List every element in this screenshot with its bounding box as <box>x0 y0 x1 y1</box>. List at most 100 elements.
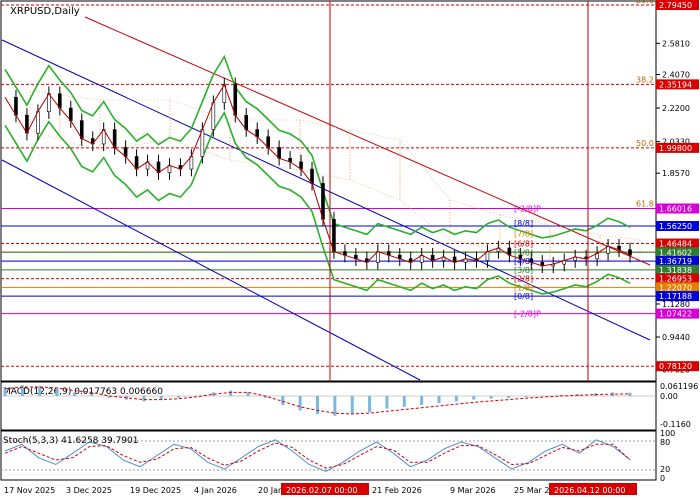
price-axis: 2.58102.40702.22002.03301.85701.67001.30… <box>656 0 699 375</box>
fib-label: 38.2 <box>636 75 654 84</box>
macd-axis-label: 0.061196 <box>660 382 698 391</box>
time-label: 21 Feb 2026 <box>372 486 422 495</box>
price-tag-label: 2.35194 <box>659 80 692 89</box>
murrey-label: [5/8] <box>514 248 533 257</box>
murrey-label: [8/8] <box>514 219 533 228</box>
price-tag-label: 1.36719 <box>659 257 692 266</box>
cloud-segment <box>549 224 601 261</box>
price-series <box>4 54 632 295</box>
price-tag <box>656 0 699 10</box>
price-tick-label: 1.8570 <box>662 169 690 178</box>
murrey-label: [6/8] <box>514 240 533 249</box>
price-tag-label: 1.07422 <box>659 310 692 319</box>
candle-body <box>321 183 325 220</box>
symbol-title: XRPUSD,Daily <box>10 6 80 17</box>
price-tag-label: 1.46484 <box>659 240 692 249</box>
stoch-axis-label: 20 <box>660 465 670 474</box>
price-tag-label: 1.31838 <box>659 266 692 275</box>
cloud-segment <box>229 119 301 171</box>
price-tag-label: 1.26953 <box>659 275 692 284</box>
candle-body <box>233 84 238 116</box>
candle-body <box>211 102 216 130</box>
stoch-axis-label: 100 <box>660 429 675 438</box>
fib-labels: 23.6 38.2 50.0 61.8 <box>636 0 654 209</box>
price-tag <box>656 142 699 153</box>
price-tick-label: 2.2200 <box>662 104 690 113</box>
macd-signal-line <box>4 386 631 415</box>
upper-channel-line <box>1 39 651 341</box>
murrey-label: [4/8] <box>514 257 533 266</box>
bollinger-upper <box>4 54 631 239</box>
murrey-label: [3/8] <box>514 266 533 275</box>
price-tag-label: 0.78120 <box>659 362 692 371</box>
price-panel: XRPUSD,Daily 23.6 38.2 50.0 61.8 [-2/8]P [8/… <box>0 0 657 480</box>
stoch-main-line <box>4 439 631 472</box>
time-label: 25 Mar 2026 <box>514 486 565 495</box>
price-tag-label: 1.17188 <box>659 292 692 301</box>
fib-label: 61.8 <box>636 200 654 209</box>
candle-body <box>58 93 62 109</box>
stoch-panel: Stoch(5,3,3) 41.6258 39.7901 <box>0 430 657 481</box>
candle-body <box>332 218 336 252</box>
stoch-frame <box>0 430 657 481</box>
cloud-segment <box>29 89 61 141</box>
price-levels <box>1 4 656 367</box>
price-tag <box>656 264 699 275</box>
price-tick-label: 0.9440 <box>662 333 690 342</box>
price-tag <box>656 221 699 232</box>
cloud-segment <box>349 129 401 201</box>
murrey-label: [0/8] <box>514 292 533 301</box>
murrey-label: [7/8] <box>514 230 533 239</box>
resistance-line <box>84 16 651 266</box>
price-tick-label: 2.0330 <box>662 138 690 147</box>
highlight-date-box <box>549 483 637 495</box>
price-tick-label: 1.1280 <box>662 300 690 309</box>
time-label: 3 Dec 2025 <box>66 486 112 495</box>
time-axis: 17 Nov 2025 3 Dec 2025 19 Dec 2025 4 Jan 20… <box>4 483 637 495</box>
murrey-label: [1/8] <box>514 283 533 292</box>
price-tag-label: 2.79450 <box>659 1 692 10</box>
murrey-label: [-2/8]P <box>514 310 541 319</box>
price-tag <box>656 273 699 284</box>
highlight-date-label: 2026.04.12 00:00 <box>554 486 625 495</box>
stoch-axis-label: 80 <box>660 438 670 447</box>
bollinger-lower <box>4 110 631 295</box>
price-tag-label: 1.56250 <box>659 222 692 231</box>
murrey-label: [2/8] <box>514 275 533 284</box>
price-tag <box>656 203 699 214</box>
price-tag <box>656 361 699 372</box>
fib-label: 50.0 <box>636 139 654 148</box>
highlight-date-label: 2026.02.07 00:00 <box>286 486 357 495</box>
murrey-labels: [-2/8]P [8/8] [7/8][6/8][5/8][4/8][3/8][2/… <box>514 205 541 319</box>
price-tick-label: 2.5810 <box>662 39 690 48</box>
price-tag <box>656 247 699 258</box>
highlight-date-box <box>281 483 369 495</box>
macd-title: MACD(12,26,9) 0.017763 0.006660 <box>3 387 163 397</box>
price-tag-label: 1.66016 <box>659 205 692 214</box>
macd-panel: MACD(12,26,9) 0.017763 0.006660 <box>0 381 657 431</box>
fib-label: 23.6 <box>636 0 654 5</box>
stoch-title: Stoch(5,3,3) 41.6258 39.7901 <box>3 436 138 446</box>
price-tag-label: 1.41602 <box>659 248 692 257</box>
price-tag <box>656 282 699 293</box>
price-tag-label: 1.99800 <box>659 144 692 153</box>
price-tag <box>656 256 699 267</box>
murrey-label: [-2/8]P <box>514 205 541 214</box>
close-line <box>4 83 631 267</box>
time-label: 9 Mar 2026 <box>450 486 496 495</box>
time-label: 19 Dec 2025 <box>130 486 181 495</box>
time-label: 17 Nov 2025 <box>4 486 55 495</box>
lower-channel-line <box>1 159 421 381</box>
macd-frame <box>0 381 657 431</box>
price-tag-label: 1.22070 <box>659 283 692 292</box>
cloud-segment <box>299 119 351 181</box>
candle-body <box>200 129 205 157</box>
macd-axis-label: -0.1160 <box>660 420 691 429</box>
price-tag <box>656 308 699 319</box>
time-label: 4 Jan 2026 <box>194 486 237 495</box>
stoch-signal-line <box>4 442 631 469</box>
cloud-segment <box>499 214 551 261</box>
